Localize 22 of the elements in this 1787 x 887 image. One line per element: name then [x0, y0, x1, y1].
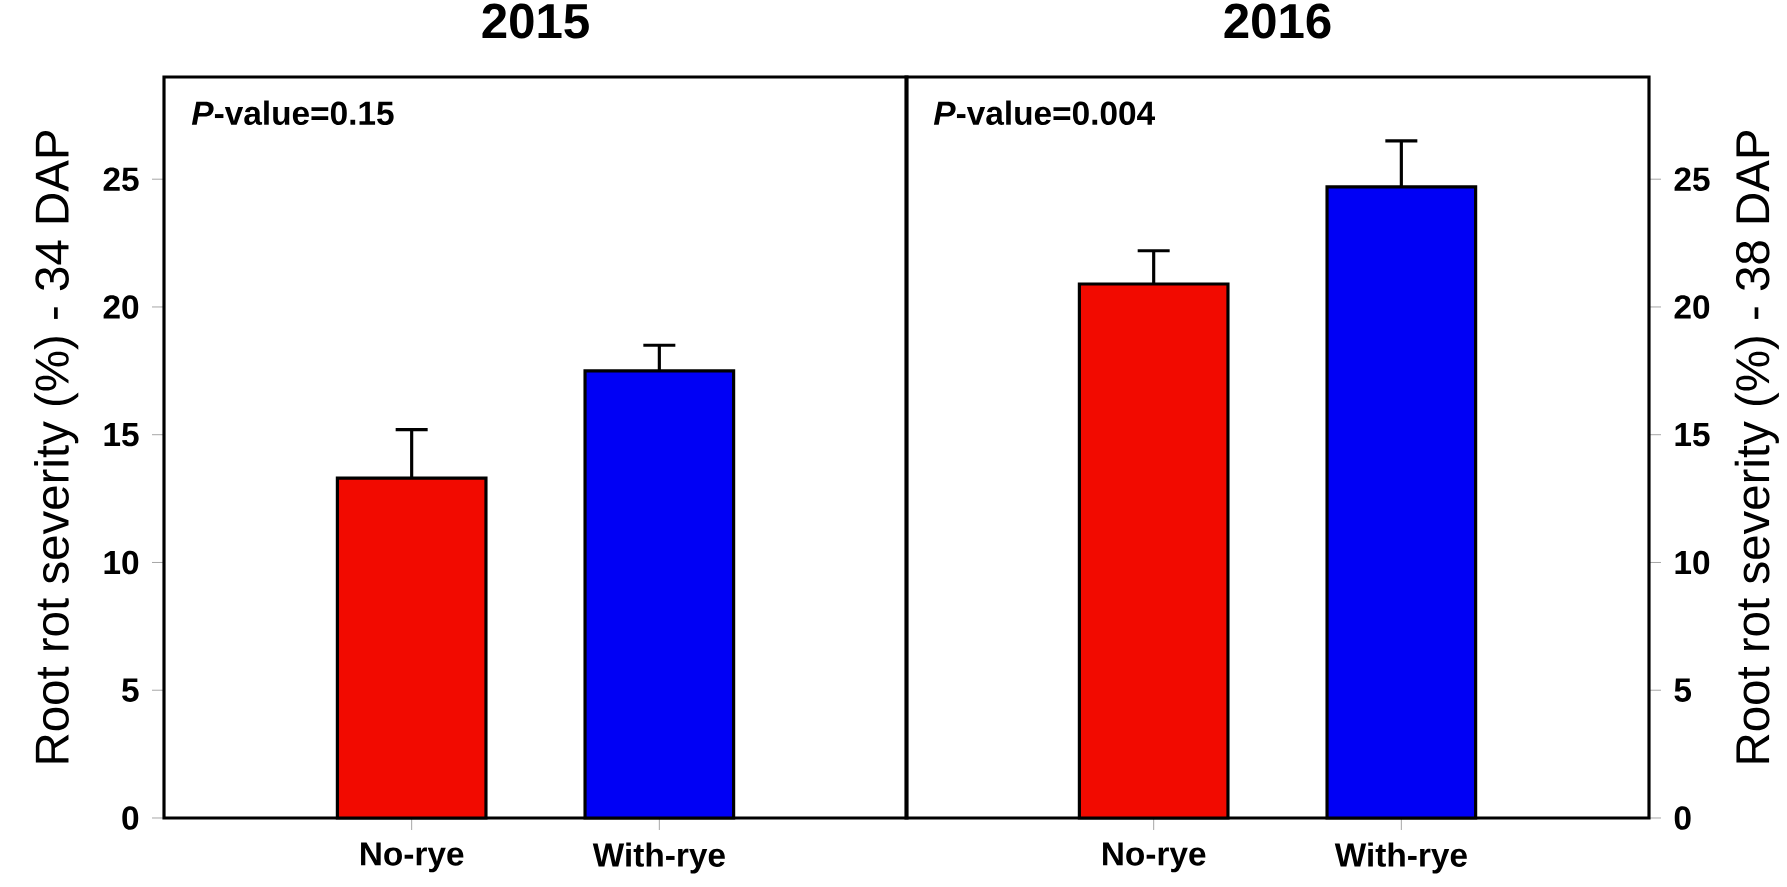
y-tick-label: 5 — [122, 678, 139, 702]
y-tick-label: 15 — [104, 423, 139, 447]
y-axis-title: Root rot severity (%) - 34 DAP — [34, 131, 79, 763]
y2-tick-label: 25 — [1674, 167, 1710, 192]
x-tick-label: No-rye — [1103, 842, 1206, 873]
annotation: P-value=0.15 — [191, 100, 394, 126]
x-tick-label: With-rye — [592, 842, 725, 874]
y2-tick-label: 20 — [1674, 295, 1710, 319]
chart-title: 2015 — [482, 3, 589, 39]
y-tick-label: 25 — [103, 167, 139, 192]
y-tick-label: 0 — [122, 806, 139, 830]
y2-tick-label: 10 — [1675, 550, 1710, 575]
chart-title: 2016 — [1224, 3, 1331, 39]
y2-tick-label: 5 — [1674, 678, 1692, 702]
y-tick-label: 10 — [104, 550, 139, 575]
x-tick-label: With-rye — [1334, 842, 1467, 874]
y2-axis-title: Root rot severity (%) - 38 DAP — [1734, 131, 1779, 763]
x-tick-label: No-rye — [361, 842, 464, 873]
y2-tick-label: 15 — [1675, 423, 1710, 447]
y-tick-label: 20 — [103, 295, 139, 319]
annotation: P-value=0.004 — [933, 100, 1155, 126]
y2-tick-label: 0 — [1674, 806, 1691, 830]
